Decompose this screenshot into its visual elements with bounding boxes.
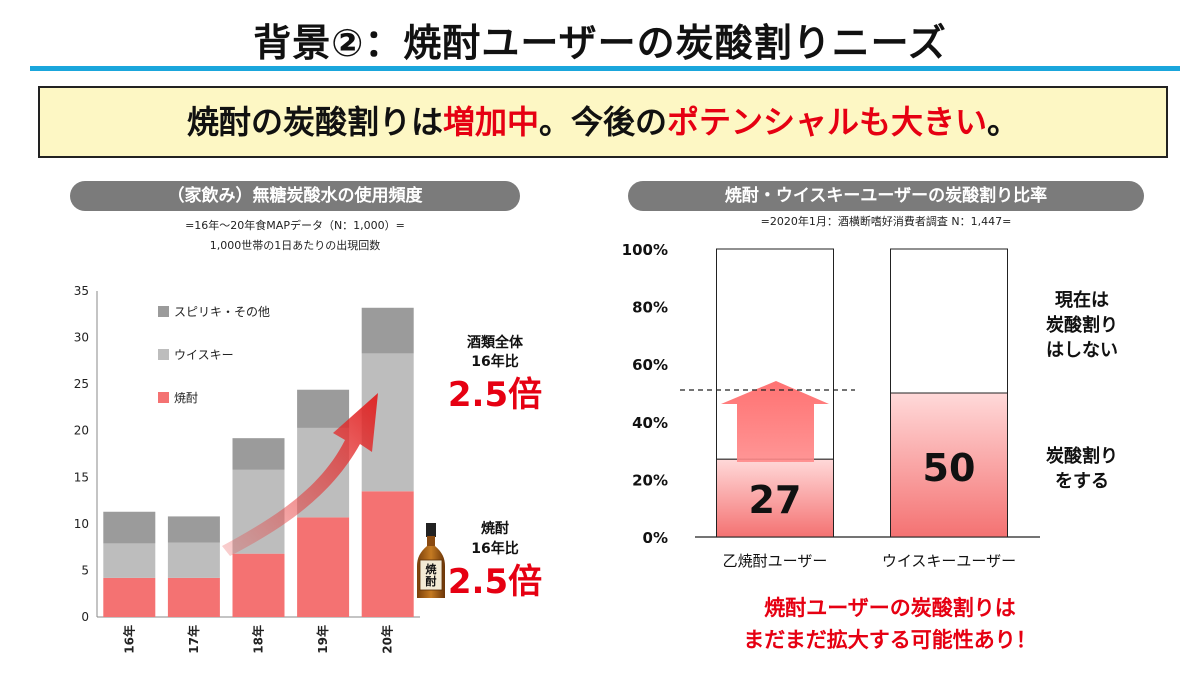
headline-highlight-increase: 増加中 bbox=[442, 103, 539, 141]
growth-arrow-icon bbox=[222, 393, 378, 556]
x-tick-label: 17年 bbox=[186, 625, 201, 654]
bar-segment bbox=[297, 389, 350, 428]
callout-total-value: 2.5倍 bbox=[448, 375, 542, 415]
x-tick-label: 16年 bbox=[121, 625, 136, 654]
not-carbonated-label: 炭酸割り bbox=[1046, 314, 1118, 336]
x-tick-label: 20年 bbox=[380, 625, 395, 654]
headline-part-1: 焼酎の炭酸割りは bbox=[186, 103, 443, 141]
title-underline bbox=[30, 66, 1180, 71]
carbonated-label: をする bbox=[1055, 471, 1109, 492]
right-source-note: =2020年1月：酒横断嗜好消費者調査 N：1,447= bbox=[760, 215, 1012, 228]
bar-segment bbox=[103, 511, 156, 544]
legend-label: 焼酎 bbox=[174, 390, 198, 405]
x-tick-label: 19年 bbox=[315, 625, 330, 654]
legend-swatch bbox=[158, 306, 169, 317]
y-tick-label: 40% bbox=[632, 414, 668, 432]
y-tick-label: 35 bbox=[74, 284, 89, 298]
not-carbonated-label: はしない bbox=[1046, 340, 1118, 361]
bar-segment bbox=[361, 491, 414, 617]
bar-segment bbox=[167, 516, 220, 543]
bar-segment bbox=[103, 543, 156, 578]
bar-remaining bbox=[890, 248, 1008, 394]
y-tick-label: 10 bbox=[74, 517, 89, 531]
callout-total-line2: 16年比 bbox=[471, 353, 518, 370]
y-tick-label: 60% bbox=[632, 356, 668, 374]
y-tick-label: 80% bbox=[632, 299, 668, 317]
conclusion-text: 焼酎ユーザーの炭酸割りは まだまだ拡大する可能性あり！ bbox=[650, 592, 1130, 656]
bar-segment bbox=[103, 577, 156, 617]
y-tick-label: 0% bbox=[643, 529, 668, 547]
y-tick-label: 5 bbox=[81, 563, 89, 577]
bar-segment bbox=[297, 517, 350, 617]
conclusion-line-1: 焼酎ユーザーの炭酸割りは bbox=[764, 596, 1016, 620]
y-tick-label: 25 bbox=[74, 377, 89, 391]
y-tick-label: 30 bbox=[74, 331, 89, 345]
headline-part-2: 。今後の bbox=[538, 103, 667, 141]
bar-value bbox=[890, 392, 1008, 538]
headline-banner: 焼酎の炭酸割りは増加中。今後のポテンシャルも大きい。 bbox=[38, 86, 1168, 158]
y-tick-label: 15 bbox=[74, 470, 89, 484]
left-panel-title: （家飲み）無糖炭酸水の使用頻度 bbox=[70, 181, 520, 211]
bar-segment bbox=[167, 542, 220, 578]
y-tick-label: 100% bbox=[622, 241, 668, 259]
up-arrow-icon bbox=[721, 381, 829, 462]
bar-segment bbox=[232, 438, 285, 470]
callout-shochu-line1: 焼酎 bbox=[481, 520, 509, 537]
not-carbonated-label: 現在は bbox=[1055, 289, 1109, 311]
bar-value bbox=[716, 458, 834, 538]
bottle-label: 焼酎 bbox=[426, 562, 437, 588]
left-source-note: =16年～20年食MAPデータ（N：1,000）= bbox=[185, 219, 405, 232]
legend-swatch bbox=[158, 349, 169, 360]
legend-label: スピリキ・その他 bbox=[174, 305, 270, 319]
callout-shochu-value: 2.5倍 bbox=[448, 562, 542, 602]
carbonated-label: 炭酸割り bbox=[1046, 445, 1118, 467]
bar-value-label: 27 bbox=[749, 478, 802, 522]
x-tick-label: 18年 bbox=[251, 625, 266, 654]
bar-value-label: 50 bbox=[923, 446, 976, 490]
callout-total-line1: 酒類全体 bbox=[467, 334, 524, 351]
bar-segment bbox=[232, 553, 285, 617]
callout-shochu-line2: 16年比 bbox=[471, 540, 518, 557]
legend-label: ウイスキー bbox=[174, 348, 234, 362]
y-tick-label: 0 bbox=[81, 610, 89, 624]
conclusion-line-2: まだまだ拡大する可能性あり！ bbox=[743, 628, 1037, 652]
x-category-label: 乙焼酎ユーザー bbox=[723, 552, 828, 570]
headline-part-3: 。 bbox=[987, 103, 1020, 141]
headline-highlight-potential: ポテンシャルも大きい bbox=[667, 103, 988, 141]
right-panel-title: 焼酎・ウイスキーユーザーの炭酸割り比率 bbox=[628, 181, 1144, 211]
legend-swatch bbox=[158, 392, 169, 403]
x-category-label: ウイスキーユーザー bbox=[882, 552, 1016, 570]
bar-segment bbox=[361, 307, 414, 354]
page-title: 背景②：焼酎ユーザーの炭酸割りニーズ bbox=[253, 21, 947, 65]
y-tick-label: 20% bbox=[632, 471, 668, 489]
bar-segment bbox=[167, 577, 220, 617]
shochu-bottle-icon bbox=[417, 523, 445, 598]
left-unit-note: 1,000世帯の1日あたりの出現回数 bbox=[209, 239, 381, 252]
y-tick-label: 20 bbox=[74, 424, 89, 438]
